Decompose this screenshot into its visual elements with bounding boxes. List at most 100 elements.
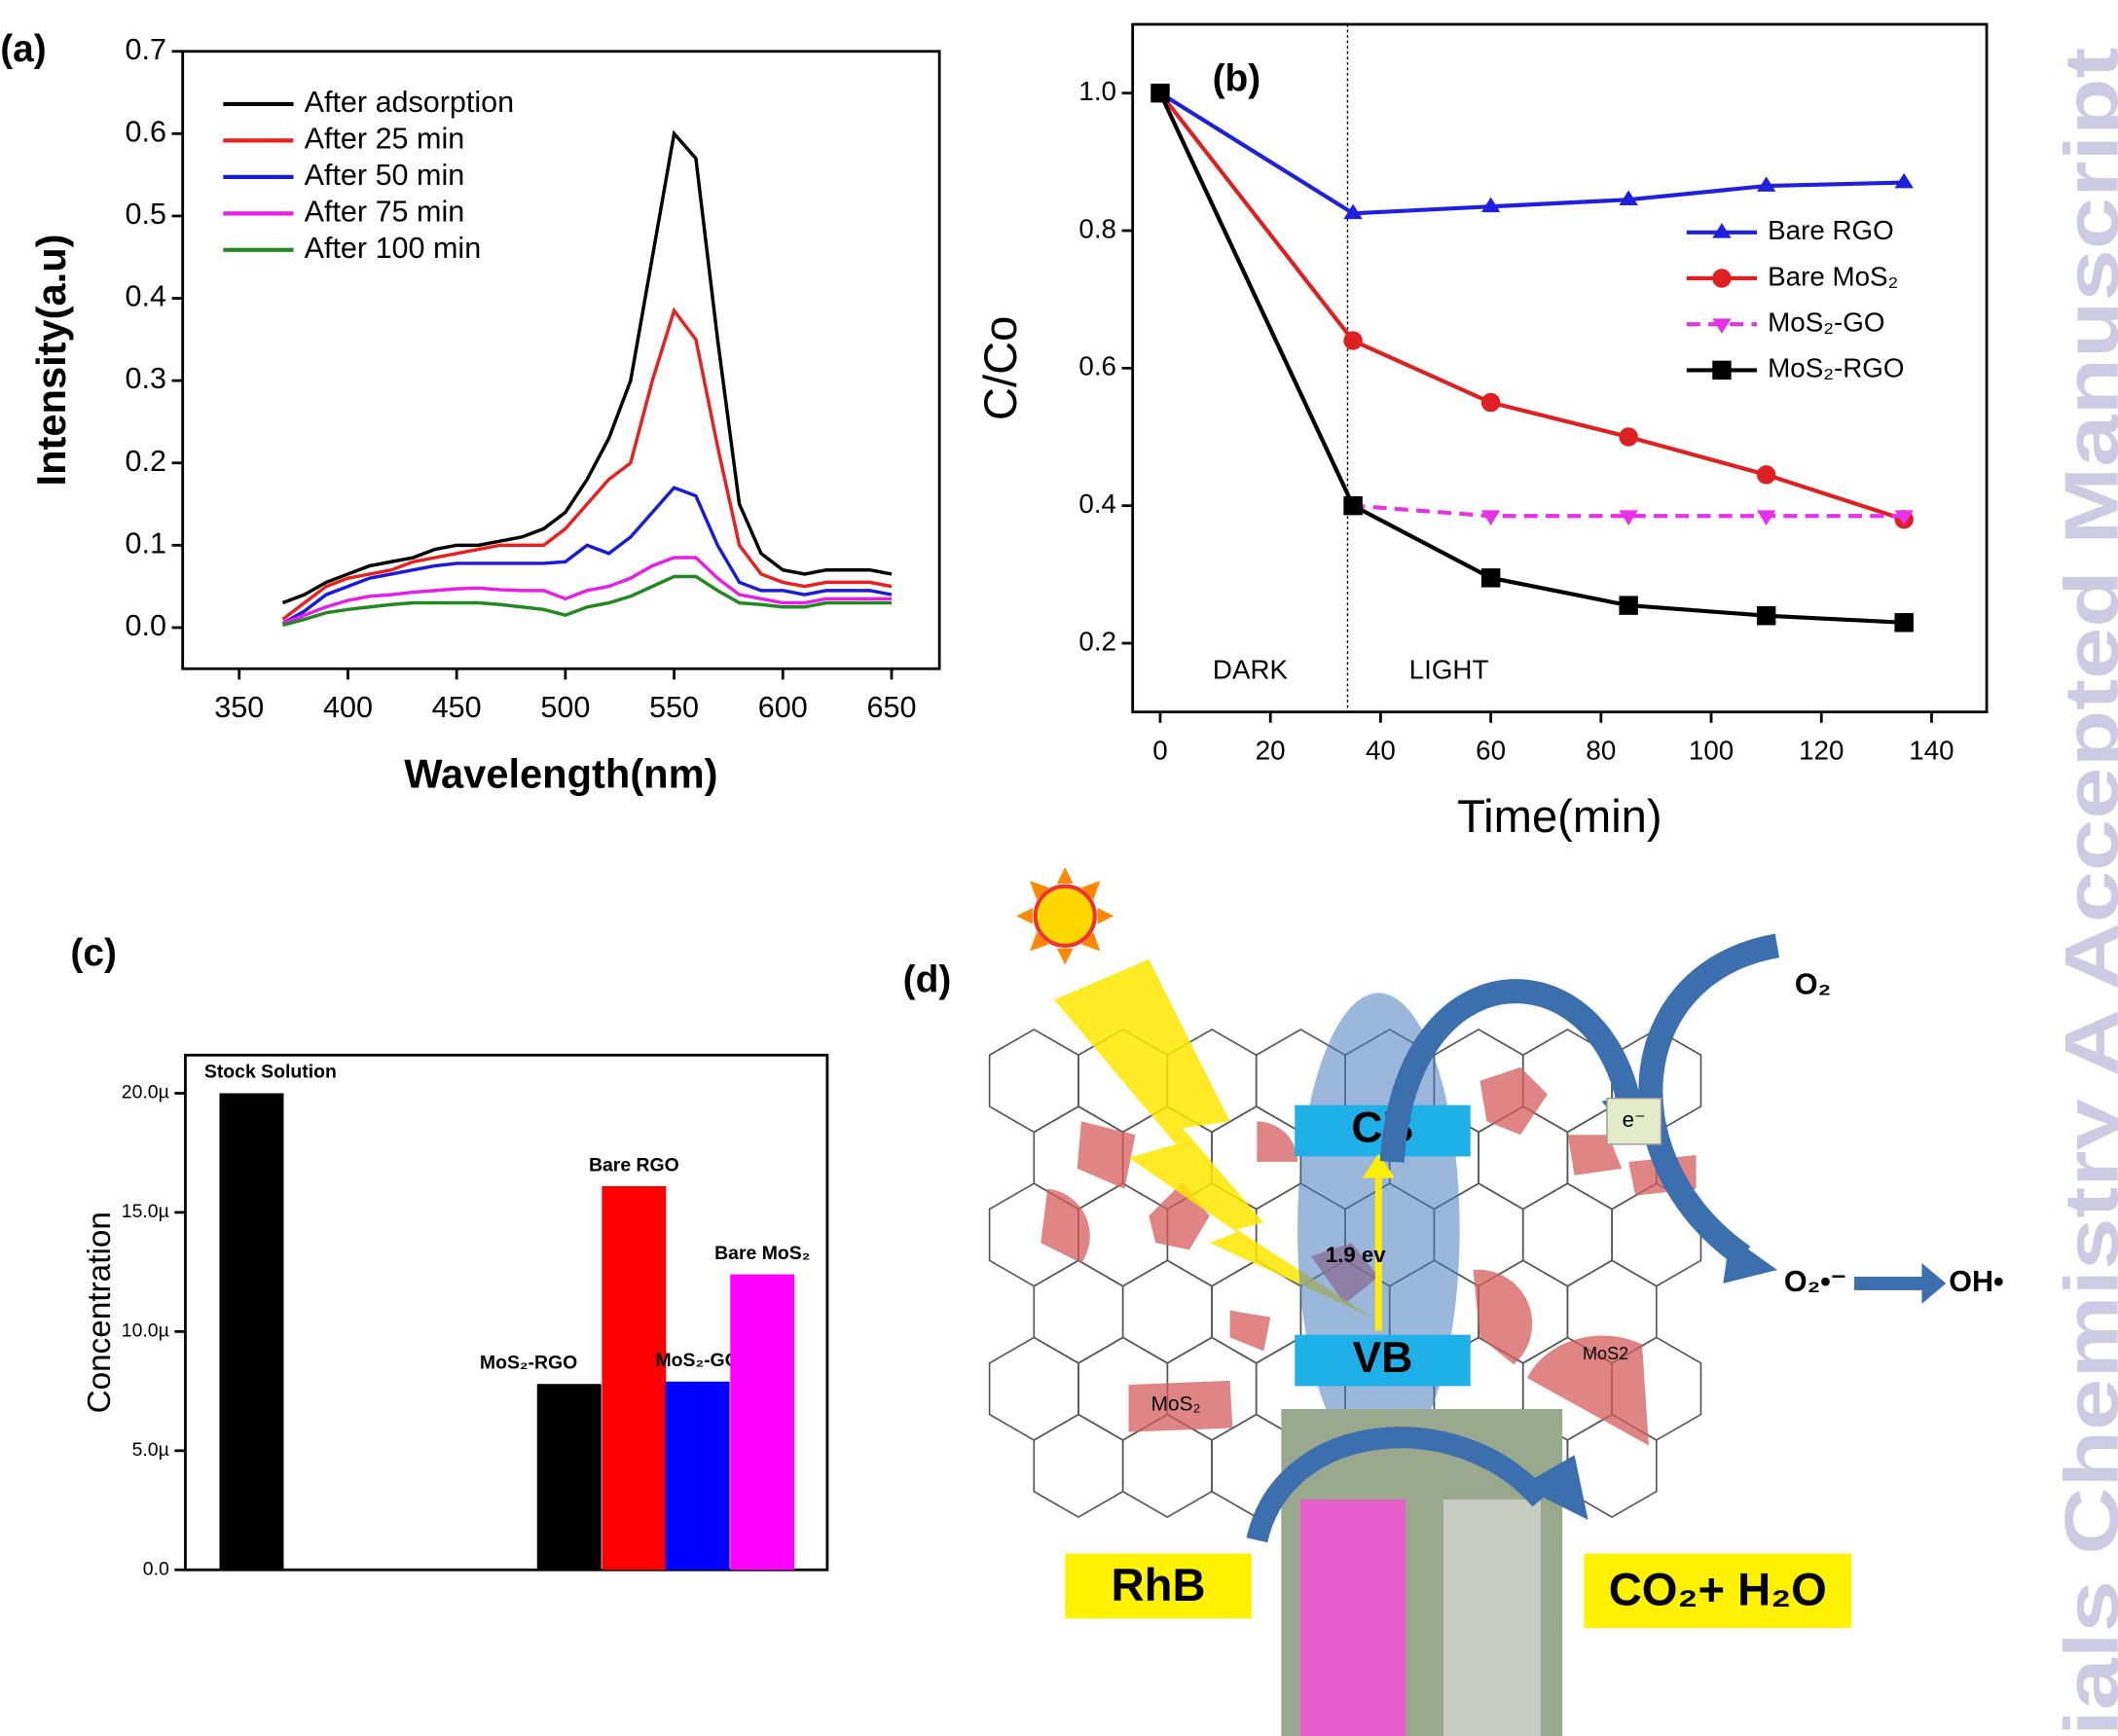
bar-label: MoS₂-GO — [655, 1350, 739, 1371]
annotation: DARK — [1213, 654, 1289, 684]
hexagon — [1521, 1182, 1613, 1287]
plot-frame — [184, 1053, 829, 1572]
band-gap-label: 1.9 ev — [1326, 1243, 1386, 1267]
marker — [1756, 605, 1776, 626]
y-tick-label: 5.0µ — [132, 1439, 169, 1461]
marker — [1343, 495, 1363, 516]
marker — [1619, 427, 1638, 447]
hexagon — [1033, 1413, 1124, 1519]
oxygen-label: O₂ — [1795, 968, 1831, 1001]
legend-label: After 100 min — [305, 232, 482, 265]
bar-label: Stock Solution — [204, 1062, 337, 1083]
legend-label: After adsorption — [305, 86, 515, 119]
x-tick-label: 20 — [1256, 736, 1286, 766]
hexagon — [988, 1028, 1079, 1134]
legend-label: After 25 min — [305, 122, 465, 155]
conversion-arrow — [1854, 1263, 1947, 1304]
hydroxyl-label: OH• — [1949, 1265, 2003, 1298]
marker — [1712, 318, 1732, 334]
marker — [1480, 568, 1501, 588]
marker — [1712, 360, 1732, 380]
annotation: LIGHT — [1409, 654, 1489, 684]
marker — [1712, 223, 1732, 238]
marker — [1894, 172, 1914, 189]
x-tick-label: 650 — [867, 691, 917, 724]
x-tick-label: 450 — [432, 691, 482, 724]
bar — [602, 1185, 667, 1571]
x-tick-label: 500 — [540, 691, 590, 724]
arrow-head — [1520, 1455, 1588, 1520]
y-tick-label: 0.4 — [1078, 488, 1116, 519]
oxygen-arrow — [1638, 933, 1780, 1267]
y-axis-label: Concentration — [82, 1212, 118, 1413]
series-line — [281, 307, 893, 621]
x-tick-label: 350 — [214, 691, 264, 724]
bar-label: MoS₂-RGO — [480, 1353, 577, 1374]
electron-box — [1606, 1098, 1662, 1145]
marker — [1756, 510, 1776, 525]
y-axis-label: Intensity(a.u) — [28, 234, 74, 486]
arrow-head — [1723, 1236, 1777, 1284]
hexagon — [1033, 1259, 1124, 1364]
y-tick-label: 0.7 — [126, 33, 166, 66]
y-tick-label: 0.3 — [126, 362, 166, 395]
y-tick-label: 0.2 — [1078, 626, 1116, 656]
marker — [1619, 596, 1638, 615]
marker — [1150, 83, 1170, 103]
hexagon — [1566, 1413, 1658, 1519]
y-tick-label: 0.5 — [126, 198, 166, 231]
reactant-label: RhB — [1112, 1560, 1206, 1611]
x-tick-label: 60 — [1476, 736, 1506, 766]
bar — [730, 1274, 795, 1571]
marker — [1756, 465, 1776, 485]
marker — [1894, 613, 1914, 633]
marker — [1343, 331, 1363, 350]
products-box — [1584, 1553, 1852, 1628]
marker — [1619, 510, 1638, 525]
legend-label: Bare MoS₂ — [1768, 261, 1898, 291]
x-tick-label: 40 — [1366, 736, 1396, 766]
rhb-vial — [1299, 1500, 1406, 1736]
y-tick-label: 0.4 — [126, 280, 166, 313]
series-line — [1158, 90, 1905, 216]
electron-arrow — [1379, 979, 1641, 1163]
panel-label: (d) — [903, 959, 952, 1001]
marker — [1343, 203, 1363, 220]
y-tick-label: 20.0µ — [122, 1082, 169, 1103]
bar-label: Bare MoS₂ — [714, 1243, 810, 1264]
marker — [1712, 269, 1732, 288]
sun — [1033, 884, 1097, 948]
bar — [665, 1381, 730, 1571]
plot-frame — [181, 50, 941, 670]
marker — [1480, 392, 1501, 413]
y-tick-label: 1.0 — [1078, 76, 1116, 106]
bar — [536, 1384, 602, 1571]
series-line — [281, 129, 893, 605]
x-tick-label: 80 — [1586, 736, 1616, 766]
y-tick-label: 0.8 — [1078, 213, 1116, 243]
mos2-label: MoS2 — [1583, 1344, 1628, 1363]
electron-label: e⁻ — [1623, 1107, 1646, 1132]
vb-label: VB — [1353, 1334, 1413, 1382]
series-line — [1158, 91, 1905, 625]
mos2-label: MoS₂ — [1151, 1392, 1201, 1415]
y-tick-label: 15.0µ — [122, 1201, 169, 1222]
y-tick-label: 0.0 — [126, 609, 166, 642]
clear-vial — [1442, 1500, 1541, 1736]
x-tick-label: 600 — [758, 691, 808, 724]
series-line — [281, 556, 892, 626]
marker — [1756, 176, 1776, 192]
y-tick-label: 0.6 — [1078, 351, 1116, 381]
x-tick-label: 100 — [1689, 736, 1734, 766]
y-tick-label: 0.2 — [126, 445, 166, 478]
x-tick-label: 0 — [1152, 736, 1167, 766]
marker — [1480, 510, 1501, 525]
x-tick-label: 140 — [1909, 736, 1954, 766]
y-axis-label: C/Co — [975, 316, 1027, 421]
marker — [1894, 510, 1914, 525]
x-tick-label: 400 — [323, 691, 373, 724]
legend-label: MoS₂-GO — [1768, 307, 1884, 338]
series-line — [1158, 91, 1905, 519]
mos2-patches — [1041, 1067, 1697, 1446]
x-tick-label: 120 — [1799, 736, 1844, 766]
